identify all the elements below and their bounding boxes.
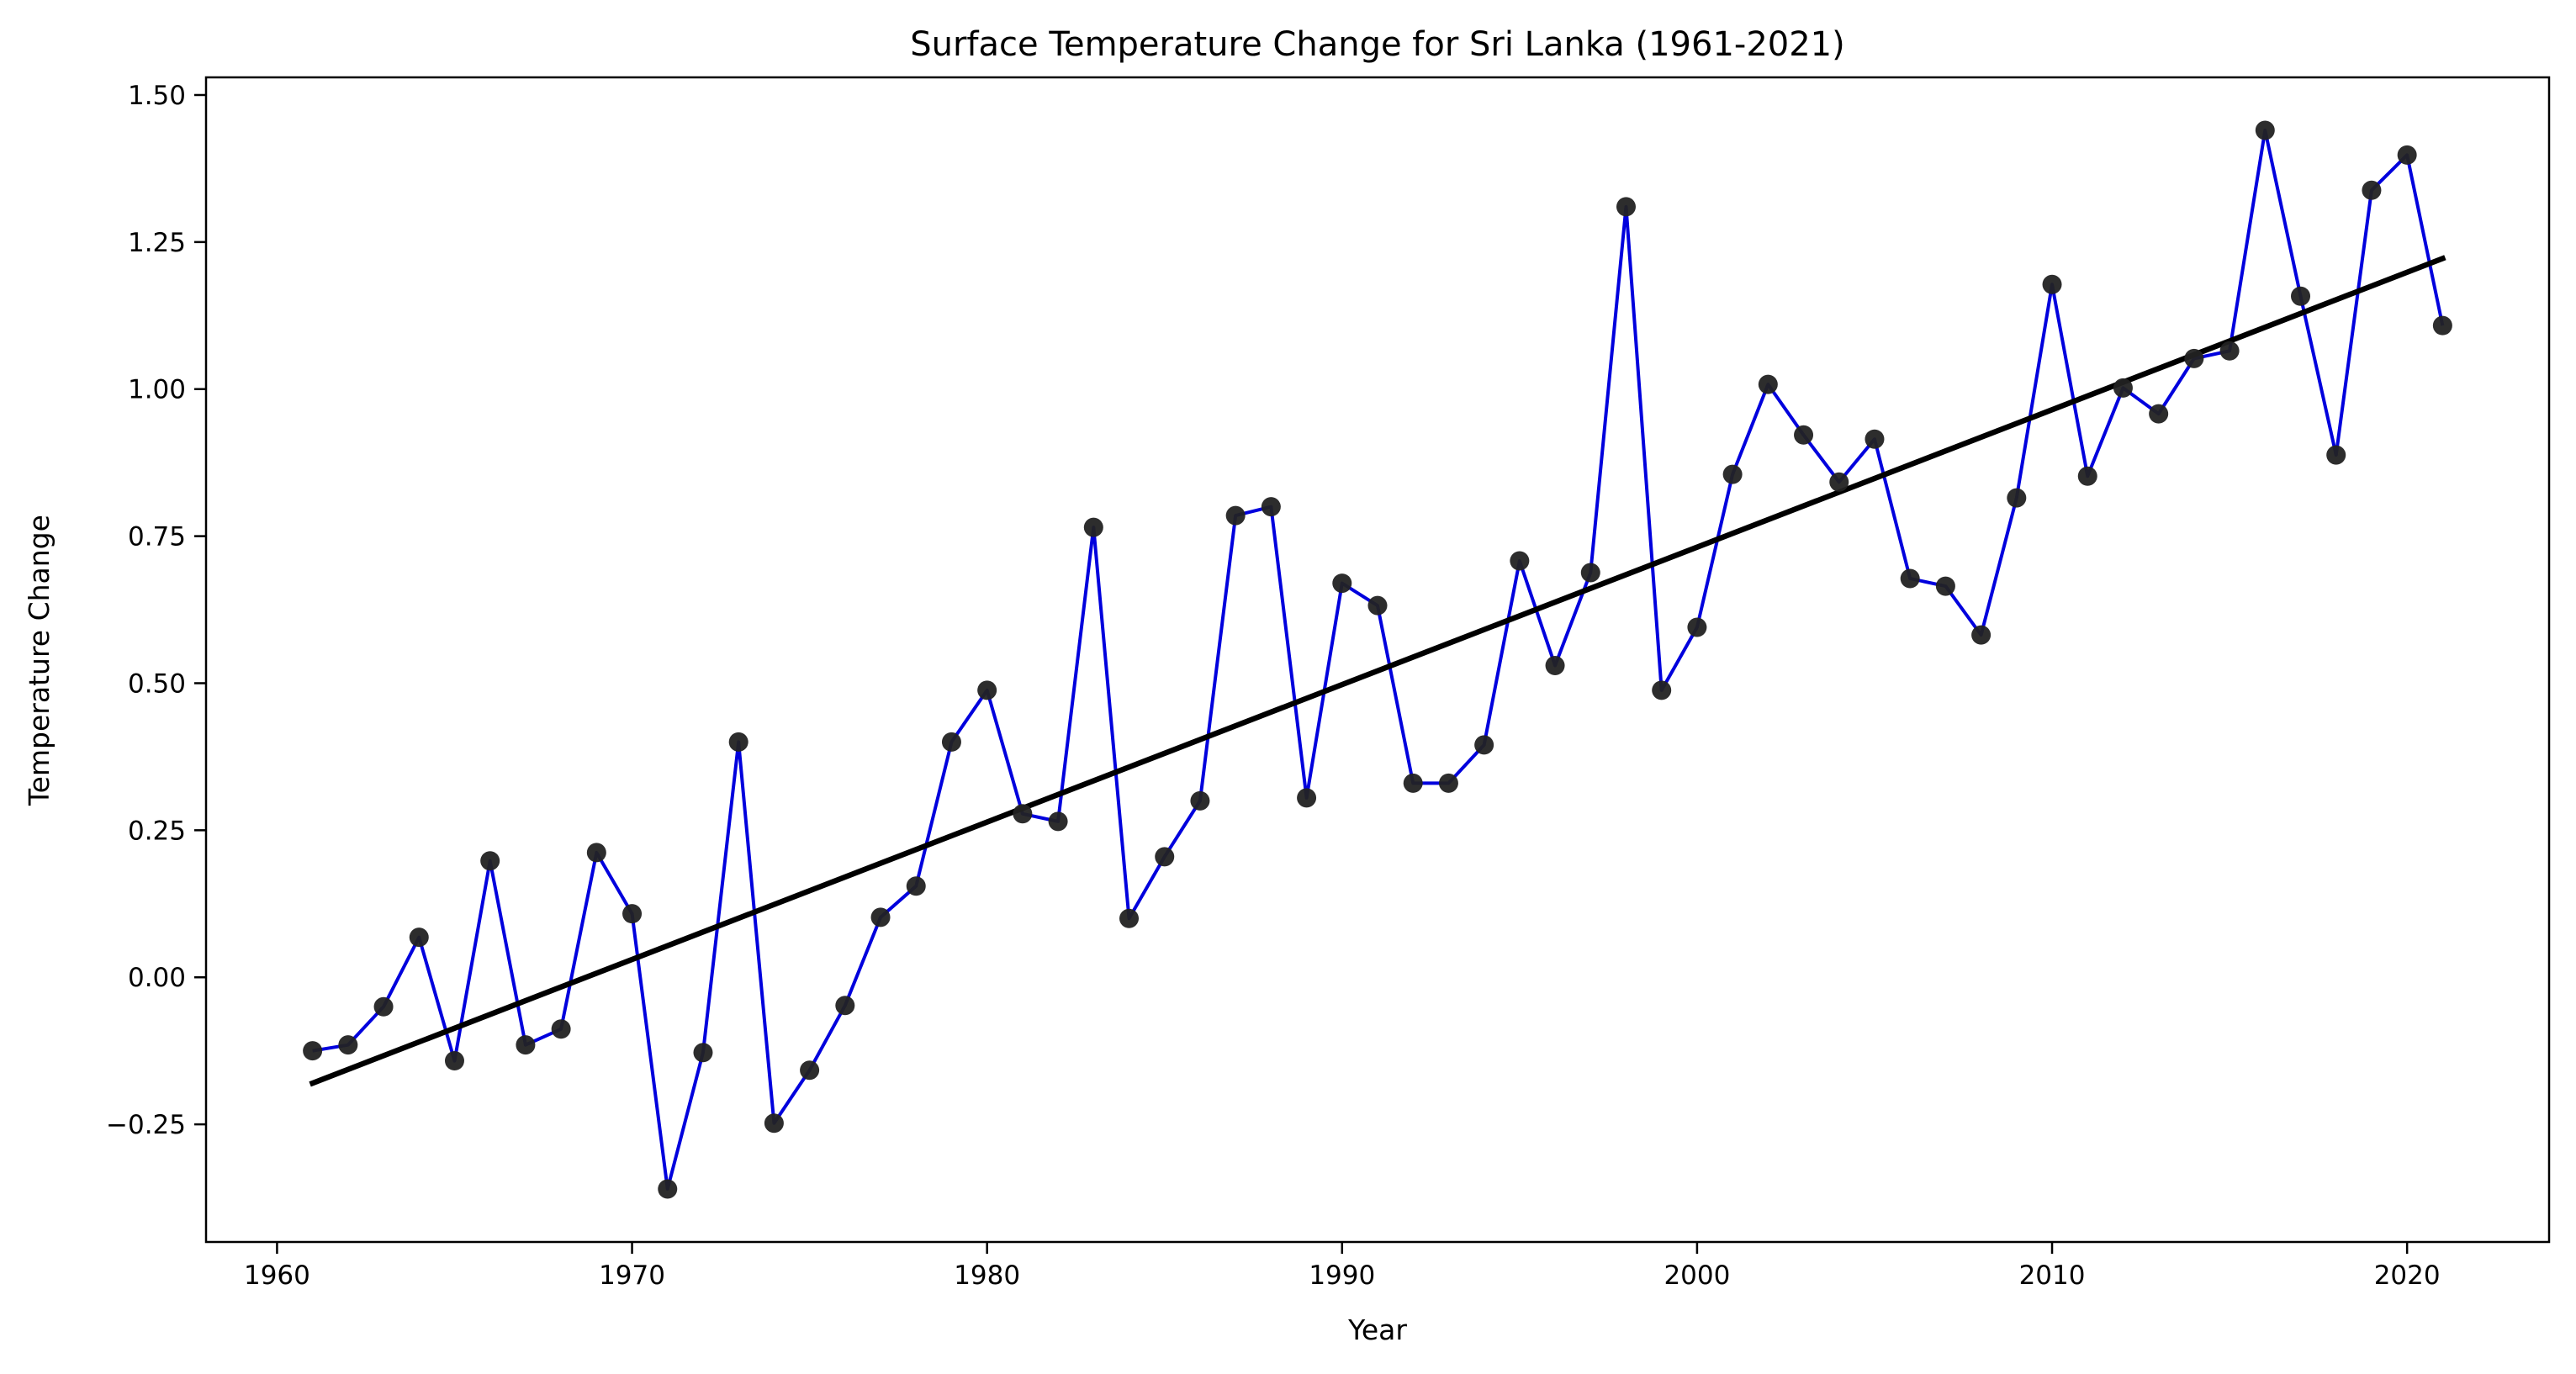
data-point: [764, 1113, 784, 1134]
data-point: [2042, 274, 2062, 294]
y-tick-label: 0.50: [128, 669, 186, 699]
x-tick-label: 1980: [954, 1260, 1020, 1291]
y-tick-label: 1.00: [128, 375, 186, 405]
data-point: [551, 1019, 571, 1039]
data-point: [409, 927, 429, 948]
x-tick-label: 1970: [599, 1260, 665, 1291]
data-point: [1438, 773, 1458, 793]
data-point: [1758, 374, 1778, 394]
y-axis-label: Temperature Change: [23, 515, 56, 806]
data-point: [1616, 197, 1636, 217]
data-point: [338, 1035, 358, 1055]
y-tick-label: 0.00: [128, 963, 186, 993]
series-layer: [303, 120, 2452, 1199]
data-point: [1261, 497, 1281, 517]
data-point: [658, 1179, 678, 1199]
data-point: [1013, 804, 1033, 824]
data-point: [303, 1041, 323, 1061]
x-axis: 1960 1970 1980 1990 2000 2010 2020: [244, 1242, 2441, 1291]
data-point: [977, 680, 997, 700]
data-point: [1935, 576, 1955, 596]
data-point: [2149, 404, 2169, 424]
data-point: [1048, 811, 1068, 832]
data-point: [2432, 315, 2452, 336]
x-tick-label: 1990: [1309, 1260, 1375, 1291]
data-point: [1545, 655, 1565, 675]
data-point: [622, 904, 643, 924]
x-tick-label: 2000: [1664, 1260, 1730, 1291]
data-point: [1652, 680, 1672, 700]
series-line: [312, 128, 2445, 1192]
data-point: [1083, 517, 1103, 537]
data-point: [2007, 488, 2027, 508]
chart-title: Surface Temperature Change for Sri Lanka…: [910, 25, 1845, 64]
data-point: [800, 1060, 820, 1081]
data-point: [2255, 120, 2275, 140]
data-point: [2219, 341, 2240, 361]
x-tick-label: 2010: [2019, 1260, 2086, 1291]
y-tick-label: 1.25: [128, 228, 186, 258]
data-point: [444, 1051, 464, 1071]
data-point: [1474, 735, 1494, 755]
data-point: [1155, 847, 1175, 867]
data-point: [2113, 378, 2133, 398]
y-tick-label: 0.75: [128, 522, 186, 552]
data-point: [2362, 180, 2382, 200]
data-point: [693, 1043, 713, 1063]
data-point: [1687, 617, 1707, 637]
data-point: [1722, 464, 1743, 484]
data-point: [1297, 788, 1317, 808]
data-point: [870, 907, 891, 927]
data-point: [480, 851, 500, 871]
data-point: [1865, 429, 1885, 449]
x-axis-label: Year: [1347, 1313, 1407, 1346]
data-point: [2291, 286, 2311, 306]
data-point: [373, 996, 394, 1017]
data-point: [1829, 472, 1849, 492]
data-point: [728, 732, 748, 752]
data-point: [1119, 908, 1140, 928]
data-point: [941, 732, 961, 752]
data-point: [1510, 551, 1530, 571]
data-point: [2397, 145, 2417, 165]
y-tick-label: −0.25: [106, 1110, 186, 1140]
data-point: [906, 876, 926, 896]
plot-frame: [204, 76, 2551, 1244]
data-point: [2326, 445, 2346, 465]
data-point: [1403, 773, 1423, 793]
data-point: [1580, 563, 1600, 583]
data-point: [2077, 466, 2097, 486]
data-point: [835, 996, 855, 1016]
data-point: [1367, 595, 1388, 616]
data-point: [1900, 568, 1920, 589]
data-point: [516, 1035, 536, 1055]
data-point: [1332, 573, 1352, 594]
y-axis: −0.25 0.00 0.25 0.50 0.75 1.00 1.25 1.50: [106, 81, 206, 1140]
data-point: [2184, 348, 2204, 368]
x-tick-label: 1960: [244, 1260, 310, 1291]
data-point: [1225, 505, 1246, 526]
y-tick-label: 0.25: [128, 816, 186, 846]
data-point: [1190, 790, 1210, 811]
trend-line: [309, 255, 2446, 1087]
x-tick-label: 2020: [2374, 1260, 2441, 1291]
data-point: [586, 843, 606, 863]
y-tick-label: 1.50: [128, 81, 186, 111]
data-point: [1794, 425, 1814, 445]
data-point: [1971, 625, 1992, 645]
